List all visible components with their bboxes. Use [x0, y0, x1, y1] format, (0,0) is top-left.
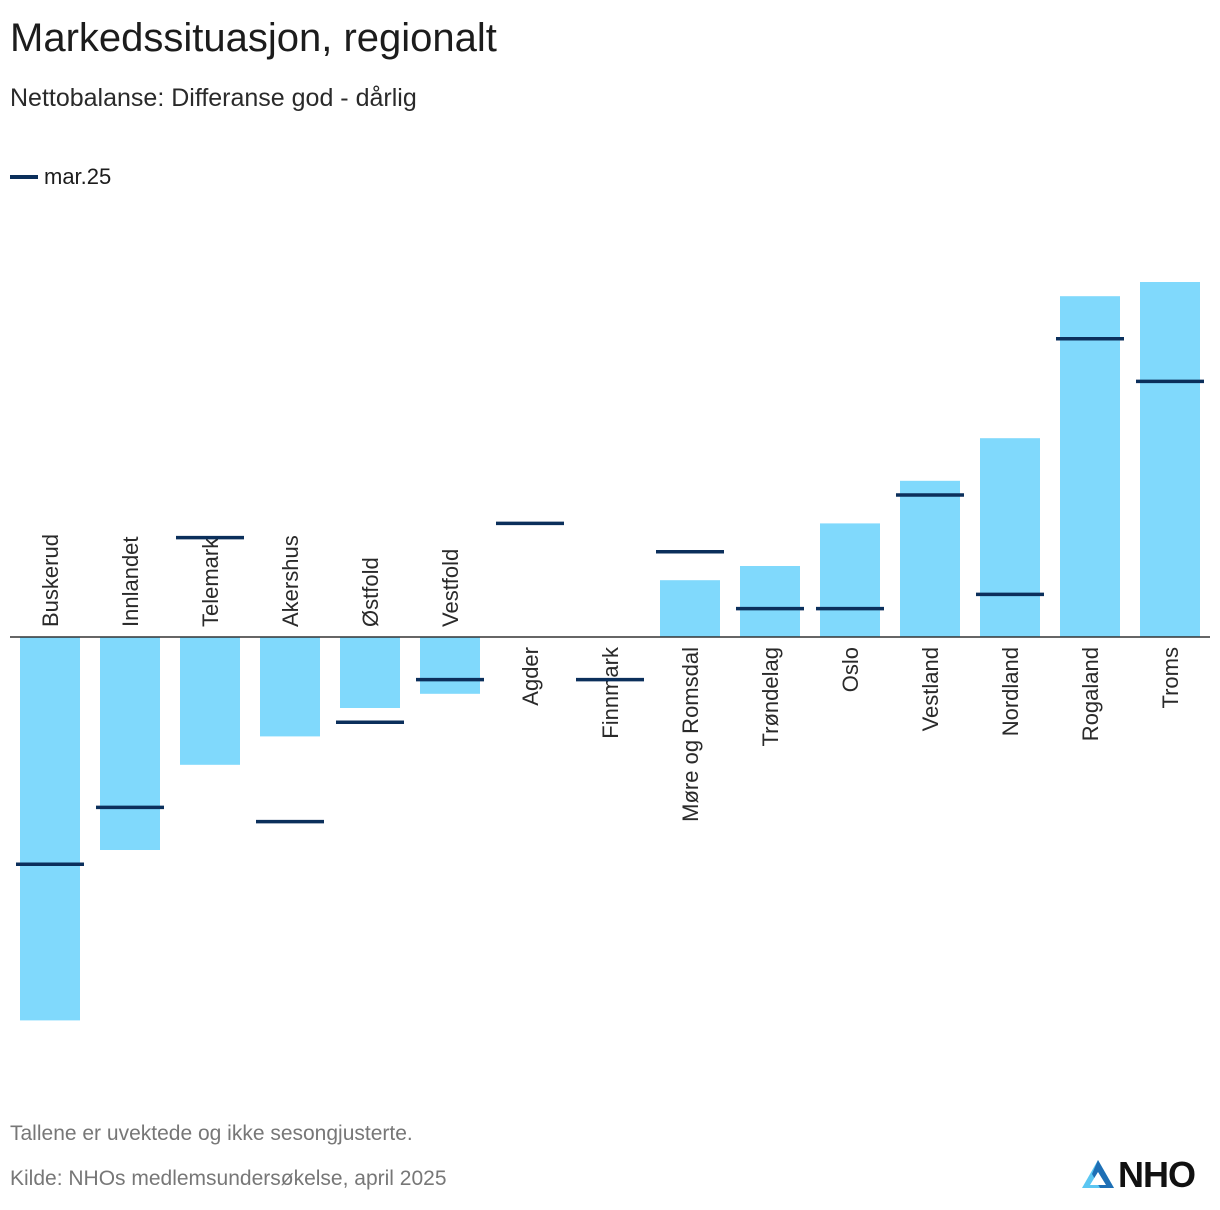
- category-label-10: Oslo: [838, 647, 863, 692]
- category-label-4: Østfold: [358, 557, 383, 627]
- bar-14: [1140, 282, 1200, 637]
- bar-8: [660, 580, 720, 637]
- chart-title: Markedssituasjon, regionalt: [10, 16, 497, 60]
- bar-1: [100, 637, 160, 850]
- category-label-13: Rogaland: [1078, 647, 1103, 741]
- category-label-11: Vestland: [918, 647, 943, 731]
- category-label-12: Nordland: [998, 647, 1023, 736]
- legend-marker-label: mar.25: [44, 164, 112, 189]
- bar-2: [180, 637, 240, 765]
- nho-logo-icon: [1082, 1160, 1114, 1188]
- nho-logo-text: NHO: [1118, 1154, 1196, 1195]
- category-label-0: Buskerud: [38, 534, 63, 627]
- category-label-7: Finnmark: [598, 646, 623, 739]
- category-label-5: Vestfold: [438, 549, 463, 627]
- category-label-6: Agder: [518, 647, 543, 706]
- source-note: Kilde: NHOs medlemsundersøkelse, april 2…: [10, 1167, 447, 1190]
- bar-5: [420, 637, 480, 694]
- bar-0: [20, 637, 80, 1021]
- legend: mar.25: [10, 164, 111, 190]
- category-label-3: Akershus: [278, 535, 303, 627]
- category-label-14: Troms: [1158, 647, 1183, 709]
- bar-13: [1060, 296, 1120, 637]
- bar-12: [980, 438, 1040, 637]
- category-label-2: Telemark: [198, 537, 223, 627]
- bar-3: [260, 637, 320, 737]
- legend-marker-swatch: [10, 175, 38, 179]
- bar-10: [820, 523, 880, 637]
- bar-9: [740, 566, 800, 637]
- category-label-9: Trøndelag: [758, 647, 783, 746]
- category-label-1: Innlandet: [118, 536, 143, 627]
- footnote: Tallene er uvektede og ikke sesongjuster…: [10, 1122, 413, 1145]
- category-label-8: Møre og Romsdal: [678, 647, 703, 822]
- bar-11: [900, 480, 960, 637]
- nho-logo: NHO: [1080, 1154, 1196, 1196]
- bar-4: [340, 637, 400, 708]
- chart-subtitle: Nettobalanse: Differanse god - dårlig: [10, 84, 417, 112]
